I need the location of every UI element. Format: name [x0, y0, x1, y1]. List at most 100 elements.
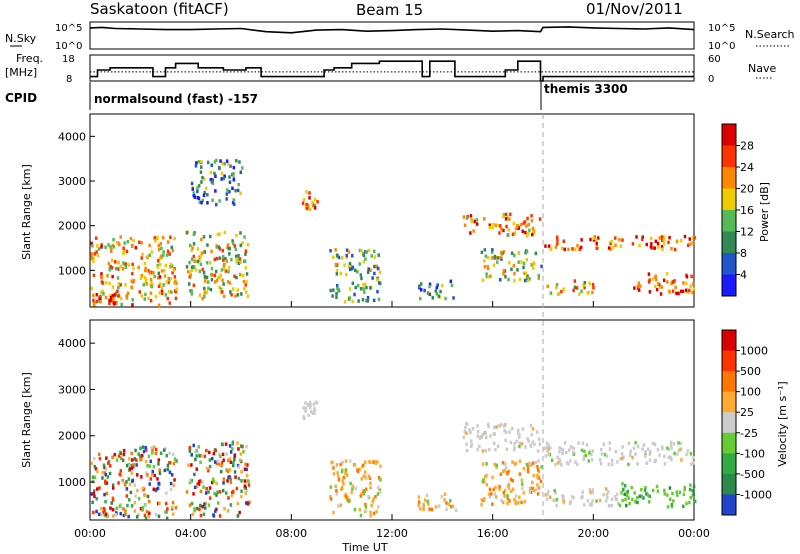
scatter-cell-0 — [169, 235, 172, 239]
scatter-cell-2 — [312, 402, 316, 407]
scatter-cell-2 — [193, 265, 196, 270]
scatter-cell-7 — [588, 451, 591, 455]
scatter-cell-7 — [581, 441, 585, 445]
scatter-cell-0 — [144, 266, 147, 271]
scatter-cell-0 — [111, 483, 115, 487]
scatter-cell-6 — [504, 465, 508, 470]
scatter-cell-3 — [203, 190, 206, 195]
scatter-cell-3 — [192, 191, 195, 195]
scatter-cell-7 — [608, 447, 612, 451]
scatter-cell-2 — [221, 278, 224, 283]
scatter-cell-3 — [223, 174, 226, 178]
scatter-cell-0 — [137, 452, 140, 456]
scatter-cell-11 — [674, 285, 677, 290]
scatter-cell-7 — [585, 443, 589, 447]
scatter-cell-3 — [379, 490, 382, 494]
scatter-cell-1 — [207, 503, 211, 507]
scatter-cell-0 — [90, 492, 93, 496]
scatter-cell-6 — [480, 498, 483, 502]
scatter-cell-7 — [558, 450, 561, 454]
scatter-cell-0 — [145, 509, 149, 514]
scatter-cell-8 — [502, 269, 506, 273]
scatter-cell-2 — [238, 272, 242, 277]
scatter-cell-9 — [611, 245, 615, 250]
scatter-cell-6 — [483, 480, 486, 484]
scatter-cell-10 — [575, 286, 579, 290]
scatter-cell-1 — [212, 451, 216, 456]
scatter-cell-7 — [648, 458, 652, 462]
scatter-cell-5 — [348, 267, 352, 272]
scatter-cell-3 — [377, 476, 381, 480]
scatter-cell-9 — [620, 491, 623, 495]
scatter-cell-5 — [364, 282, 367, 286]
scatter-cell-2 — [202, 235, 206, 239]
scatter-cell-5 — [362, 260, 366, 264]
scatter-cell-7 — [673, 451, 676, 456]
scatter-cell-7 — [463, 223, 467, 227]
scatter-cell-0 — [100, 512, 103, 517]
scatter-cell-0 — [153, 274, 156, 279]
scatter-cell-0 — [160, 269, 164, 273]
scatter-cell-8 — [526, 278, 529, 283]
scatter-cell-7 — [632, 446, 636, 451]
scatter-cell-3 — [211, 198, 214, 202]
scatter-cell-5 — [511, 426, 514, 431]
scatter-cell-0 — [141, 252, 144, 257]
scatter-cell-9 — [618, 237, 621, 242]
scatter-cell-7 — [672, 442, 676, 446]
scatter-cell-5 — [364, 250, 367, 254]
scatter-cell-8 — [561, 497, 565, 501]
scatter-cell-0 — [115, 511, 118, 515]
scatter-cell-0 — [107, 261, 111, 266]
scatter-cell-7 — [568, 448, 571, 452]
scatter-cell-2 — [210, 249, 213, 254]
colorbar-tick-label: -1000 — [740, 488, 772, 501]
scatter-cell-1 — [190, 453, 193, 457]
scatter-cell-2 — [200, 251, 204, 256]
scatter-cell-2 — [244, 283, 247, 287]
scatter-cell-0 — [123, 241, 126, 245]
scatter-cell-7 — [472, 229, 475, 233]
scatter-cell-2 — [194, 259, 198, 263]
scatter-cell-0 — [119, 264, 123, 269]
scatter-cell-2 — [239, 260, 242, 265]
scatter-cell-9 — [595, 238, 598, 242]
scatter-cell-3 — [228, 180, 232, 184]
scatter-cell-1 — [203, 502, 206, 506]
scatter-cell-1 — [244, 462, 247, 467]
scatter-cell-0 — [144, 277, 148, 282]
scatter-cell-3 — [236, 188, 240, 193]
scatter-cell-11 — [675, 291, 678, 296]
scatter-cell-9 — [675, 490, 678, 494]
scatter-cell-5 — [348, 287, 352, 291]
scatter-cell-5 — [376, 289, 379, 294]
scatter-cell-0 — [92, 301, 96, 305]
scatter-cell-0 — [138, 454, 142, 458]
scatter-cell-8 — [518, 277, 522, 282]
scatter-cell-1 — [208, 458, 212, 462]
scatter-cell-6 — [514, 461, 517, 466]
scatter-cell-4 — [417, 500, 421, 504]
scatter-cell-4 — [313, 206, 317, 210]
scatter-cell-5 — [476, 429, 480, 434]
scatter-cell-1 — [208, 464, 212, 469]
scatter-cell-5 — [538, 442, 542, 446]
scatter-cell-11 — [691, 282, 695, 286]
scatter-cell-4 — [425, 493, 429, 498]
scatter-cell-2 — [311, 411, 315, 415]
scatter-cell-1 — [205, 487, 208, 491]
scatter-cell-0 — [172, 483, 175, 487]
scatter-cell-5 — [524, 445, 527, 449]
scatter-cell-2 — [207, 280, 210, 284]
scatter-cell-0 — [100, 275, 104, 280]
scatter-cell-3 — [204, 186, 208, 191]
scatter-cell-0 — [107, 461, 110, 465]
scatter-cell-7 — [667, 455, 670, 460]
scatter-cell-5 — [531, 440, 535, 444]
scatter-cell-0 — [145, 448, 148, 452]
power-ylabel: Slant Range [km] — [20, 164, 33, 260]
scatter-cell-1 — [224, 442, 228, 446]
scatter-cell-1 — [236, 441, 239, 445]
scatter-cell-6 — [514, 494, 518, 498]
scatter-cell-2 — [230, 257, 233, 262]
